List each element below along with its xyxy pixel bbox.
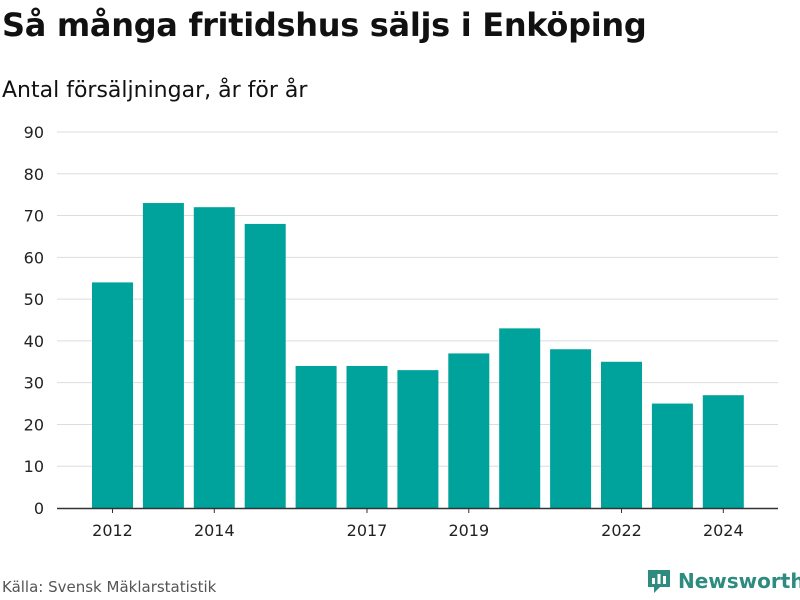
- bar: [142, 203, 184, 508]
- bar: [346, 365, 388, 508]
- bar: [295, 365, 337, 508]
- x-tick-label: 2022: [601, 521, 642, 540]
- bar: [601, 361, 642, 508]
- y-tick-label: 40: [24, 332, 44, 351]
- bar: [499, 328, 541, 508]
- y-tick-label: 30: [24, 374, 44, 393]
- x-tick-label: 2024: [703, 521, 744, 540]
- bar: [397, 370, 439, 508]
- bar: [193, 207, 235, 508]
- y-tick-label: 50: [24, 290, 44, 309]
- source-note: Källa: Svensk Mäklarstatistik: [2, 578, 217, 596]
- bar: [550, 349, 592, 508]
- bar: [448, 353, 490, 508]
- y-tick-label: 20: [24, 415, 44, 434]
- bar: [651, 403, 693, 508]
- x-tick-label: 2012: [92, 521, 133, 540]
- newsworthy-logo-icon: [648, 570, 670, 593]
- brand-name: Newsworthy: [678, 569, 800, 593]
- chart-title: Så många fritidshus säljs i Enköping: [2, 6, 647, 44]
- bar: [92, 282, 133, 508]
- chart-subtitle: Antal försäljningar, år för år: [2, 78, 308, 103]
- x-tick-label: 2014: [194, 521, 235, 540]
- x-tick-label: 2019: [448, 521, 489, 540]
- x-tick-label: 2017: [347, 521, 388, 540]
- y-tick-label: 0: [34, 499, 44, 518]
- y-tick-label: 10: [24, 457, 44, 476]
- bar: [702, 395, 744, 508]
- y-tick-label: 60: [24, 248, 44, 267]
- y-tick-label: 90: [24, 123, 44, 142]
- y-tick-label: 80: [24, 165, 44, 184]
- newsworthy-logo: Newsworthy: [646, 568, 800, 594]
- bar: [244, 223, 286, 508]
- bar-chart: 0 10 20 30 40 50 60 70 80 90 2012 2014 2017 2019 2022 2…: [24, 123, 778, 540]
- y-tick-label: 70: [24, 207, 44, 226]
